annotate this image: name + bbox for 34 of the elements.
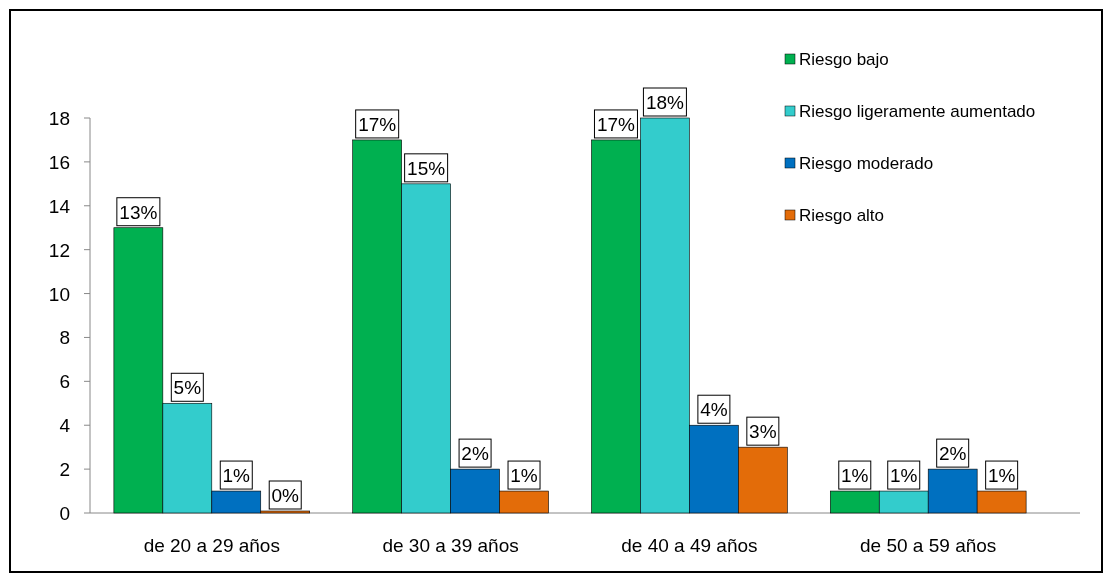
y-tick-label: 14 [48,195,71,217]
y-tick-label: 16 [48,151,70,173]
y-tick-label: 10 [48,283,70,305]
data-label: 1% [510,465,538,487]
legend-label: Riesgo alto [799,206,885,225]
legend-label: Riesgo bajo [799,50,889,69]
x-tick-label: de 30 a 39 años [382,535,519,556]
y-tick-label: 12 [48,239,70,261]
x-tick-label: de 40 a 49 años [621,535,758,556]
data-label: 1% [222,465,251,487]
data-label: 1% [841,465,869,487]
data-label: 13% [119,201,158,223]
data-label: 2% [461,443,489,465]
y-tick-label: 2 [59,459,70,481]
x-tick-label: de 20 a 29 años [143,535,280,556]
y-tick-label: 18 [48,108,70,129]
data-label: 17% [358,113,397,135]
legend-label: Riesgo ligeramente aumentado [799,102,1036,121]
data-label: 4% [700,399,728,421]
y-tick-label: 6 [59,371,70,393]
legend-label: Riesgo moderado [799,154,934,173]
data-label: 1% [890,465,918,487]
data-label: 18% [645,92,685,113]
data-label: 0% [271,485,300,506]
y-tick-label: 8 [59,327,70,349]
y-tick-label: 0 [59,503,70,524]
data-label: 1% [987,465,1016,487]
data-label: 3% [749,421,777,443]
data-label: 17% [596,113,636,135]
y-tick-label: 4 [59,415,71,437]
data-label: 5% [173,377,202,399]
data-label: 2% [938,443,967,465]
data-label: 15% [407,157,446,179]
x-tick-label: de 50 a 59 años [860,535,997,556]
